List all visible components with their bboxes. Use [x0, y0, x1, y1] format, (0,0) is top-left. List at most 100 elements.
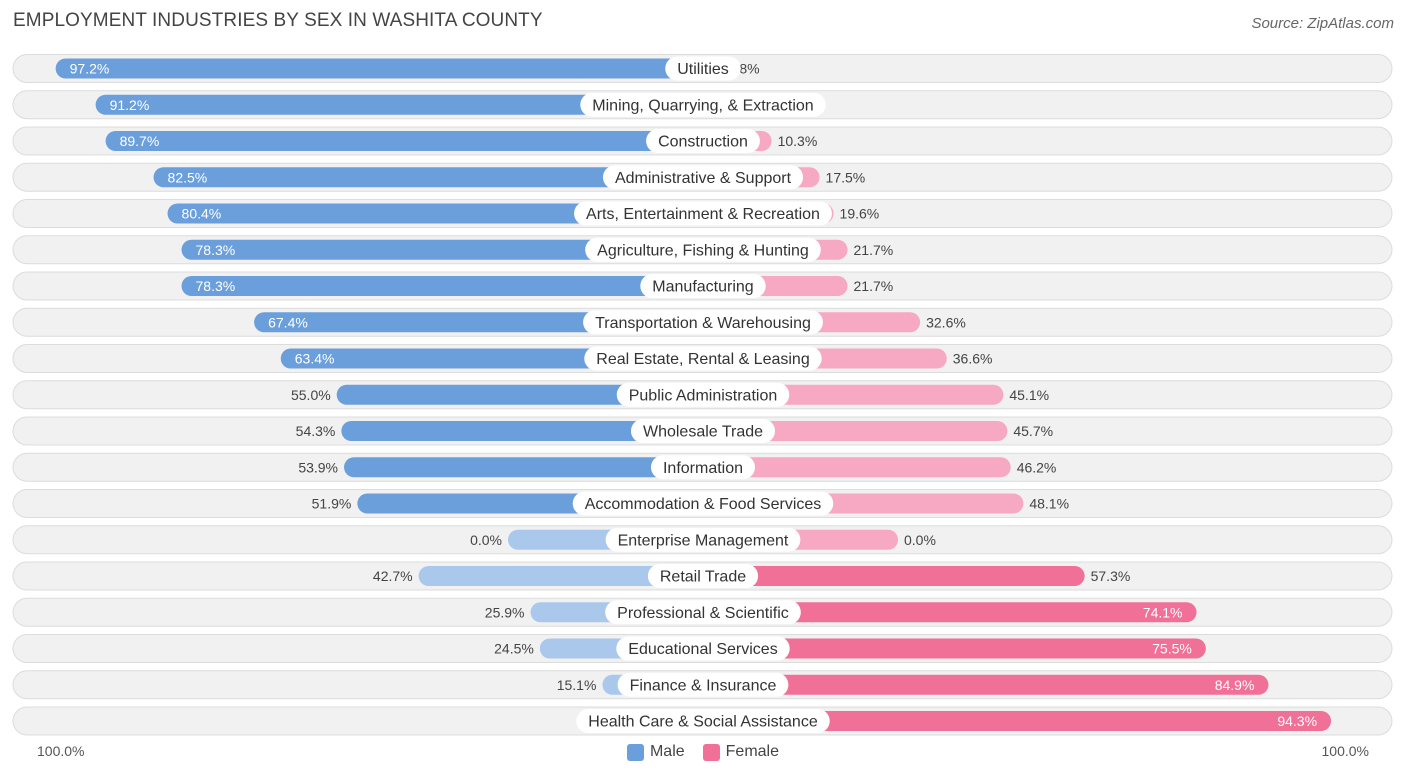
- value-label-female: 84.9%: [1215, 677, 1255, 693]
- bar-female: [703, 602, 1197, 623]
- bar-female: [703, 674, 1269, 695]
- bar-female: [703, 711, 1332, 731]
- value-label-male: 53.9%: [298, 459, 338, 475]
- category-label-pill: [572, 491, 834, 516]
- legend-label-male: Male: [649, 743, 685, 760]
- value-label-male: 25.9%: [485, 604, 525, 620]
- value-label-male: 97.2%: [70, 61, 110, 77]
- category-label-pill: [647, 564, 759, 588]
- value-label-male: 63.4%: [295, 351, 335, 367]
- value-label-male: 91.2%: [110, 97, 150, 113]
- bar-male: [418, 566, 703, 586]
- value-label-female: 94.3%: [1277, 713, 1317, 729]
- value-label-female: 32.6%: [926, 314, 966, 330]
- value-label-male: 15.1%: [557, 677, 597, 693]
- category-label: Real Estate, Rental & Leasing: [596, 351, 809, 368]
- value-label-male: 80.4%: [182, 206, 222, 222]
- value-label-female: 48.1%: [1029, 496, 1069, 512]
- legend-swatch-male: [626, 743, 644, 761]
- legend-label-female: Female: [725, 743, 780, 760]
- bar-male: [95, 94, 703, 115]
- category-label-pill: [605, 600, 801, 625]
- bar-male: [181, 276, 704, 296]
- bar-male: [344, 457, 703, 478]
- bar-female: [703, 638, 1206, 659]
- value-label-female: 46.2%: [1017, 459, 1057, 475]
- value-label-male: 78.3%: [196, 242, 236, 258]
- category-label: Information: [663, 460, 743, 477]
- value-label-male: 24.5%: [494, 641, 534, 657]
- value-label-female: 19.6%: [840, 206, 880, 222]
- category-label: Professional & Scientific: [617, 605, 789, 622]
- axis-left-label: 100.0%: [37, 743, 85, 759]
- category-label: Wholesale Trade: [643, 424, 763, 441]
- value-label-male: 82.5%: [168, 169, 208, 185]
- bar-female: [703, 421, 1008, 441]
- category-label-pill: [640, 274, 766, 298]
- value-label-male: 54.3%: [296, 423, 336, 439]
- value-label-male: 78.3%: [196, 278, 236, 294]
- value-label-female: 36.6%: [953, 351, 993, 367]
- value-label-female: 21.7%: [854, 278, 894, 294]
- bar-male: [55, 58, 703, 79]
- legend-item-female: Female: [702, 741, 780, 763]
- legend: Male Female: [0, 741, 1406, 763]
- category-label: Retail Trade: [660, 569, 746, 586]
- value-label-female: 21.7%: [854, 242, 894, 258]
- category-label: Administrative & Support: [615, 170, 792, 187]
- value-label-male: 42.7%: [373, 568, 413, 584]
- value-label-male: 89.7%: [120, 133, 160, 149]
- category-label-pill: [602, 165, 804, 190]
- value-label-female: 74.1%: [1143, 604, 1183, 620]
- value-label-male: 0.0%: [470, 532, 502, 548]
- category-label: Transportation & Warehousing: [595, 315, 811, 332]
- category-label-pill: [665, 56, 741, 81]
- category-label-pill: [583, 310, 823, 335]
- category-label: Enterprise Management: [618, 532, 789, 549]
- category-label: Agriculture, Fishing & Hunting: [597, 242, 809, 259]
- category-label-pill: [576, 709, 830, 733]
- category-label-pill: [650, 455, 756, 480]
- bar-male: [181, 239, 704, 260]
- category-label: Educational Services: [628, 641, 777, 658]
- chart-title: EMPLOYMENT INDUSTRIES BY SEX IN WASHITA …: [13, 10, 543, 31]
- category-label-pill: [574, 201, 832, 226]
- value-label-female: 45.7%: [1013, 423, 1053, 439]
- bar-male: [336, 384, 703, 405]
- bar-male: [105, 131, 703, 151]
- value-label-female: 45.1%: [1009, 387, 1049, 403]
- category-label-pill: [605, 527, 801, 552]
- bar-male: [341, 421, 703, 441]
- legend-item-male: Male: [626, 741, 685, 763]
- category-label: Health Care & Social Assistance: [588, 714, 818, 731]
- category-label-pill: [616, 382, 790, 407]
- bar-female: [703, 457, 1011, 478]
- legend-swatch-female: [702, 743, 720, 761]
- axis-right-label: 100.0%: [1321, 743, 1369, 759]
- category-label-pill: [617, 672, 789, 697]
- value-label-male: 51.9%: [312, 496, 352, 512]
- category-label-pill: [585, 237, 821, 262]
- value-label-female: 17.5%: [826, 169, 866, 185]
- category-label-pill: [584, 346, 822, 371]
- category-label-pill: [646, 129, 760, 153]
- category-label-pill: [630, 419, 776, 443]
- category-label-pill: [580, 92, 826, 117]
- category-label: Construction: [658, 134, 748, 151]
- value-label-male: 67.4%: [268, 314, 308, 330]
- category-label: Finance & Insurance: [630, 677, 777, 694]
- bar-female: [703, 566, 1085, 586]
- category-label: Utilities: [677, 61, 729, 78]
- bar-male: [167, 203, 703, 224]
- category-label: Public Administration: [629, 387, 778, 404]
- value-label-female: 75.5%: [1152, 641, 1192, 657]
- category-label: Manufacturing: [652, 279, 753, 296]
- value-label-female: 0.0%: [904, 532, 936, 548]
- category-label: Mining, Quarrying, & Extraction: [592, 97, 813, 114]
- category-label: Accommodation & Food Services: [585, 496, 822, 513]
- value-label-female: 57.3%: [1091, 568, 1131, 584]
- chart-source: Source: ZipAtlas.com: [1251, 15, 1394, 32]
- value-label-female: 10.3%: [778, 133, 818, 149]
- category-label: Arts, Entertainment & Recreation: [586, 206, 820, 223]
